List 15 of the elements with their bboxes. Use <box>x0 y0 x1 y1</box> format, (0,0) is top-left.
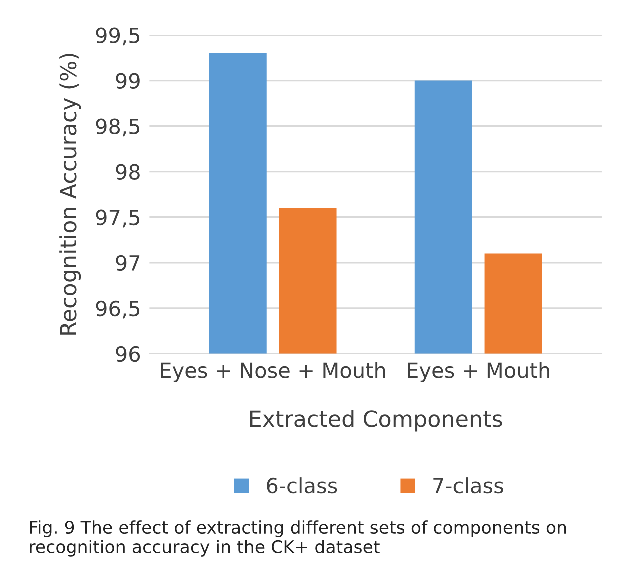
y-tick-label: 99,5 <box>96 28 140 46</box>
y-tick-label: 97 <box>116 255 140 272</box>
y-tick-label: 96 <box>116 346 140 362</box>
y-tick-label: 96,5 <box>96 300 140 319</box>
y-tick-label: 98,5 <box>96 118 140 137</box>
legend-label: 6-class <box>267 478 338 494</box>
y-tick-label: 99 <box>116 73 140 90</box>
x-tick-label: Eyes + Nose + Mouth <box>161 362 386 382</box>
x-axis-title: Extracted Components <box>250 410 502 432</box>
caption: Fig. 9 The effect of extracting different sets of components on recognition accuracy in the CK+ dataset <box>30 520 566 557</box>
y-tick-label: 97,5 <box>96 210 140 228</box>
x-tick-label: Eyes + Mouth <box>408 362 550 382</box>
y-tick-label: 98 <box>116 164 140 180</box>
legend-label: 7-class <box>434 478 504 494</box>
y-axis-title: Recognition Accuracy (%) <box>60 54 82 335</box>
